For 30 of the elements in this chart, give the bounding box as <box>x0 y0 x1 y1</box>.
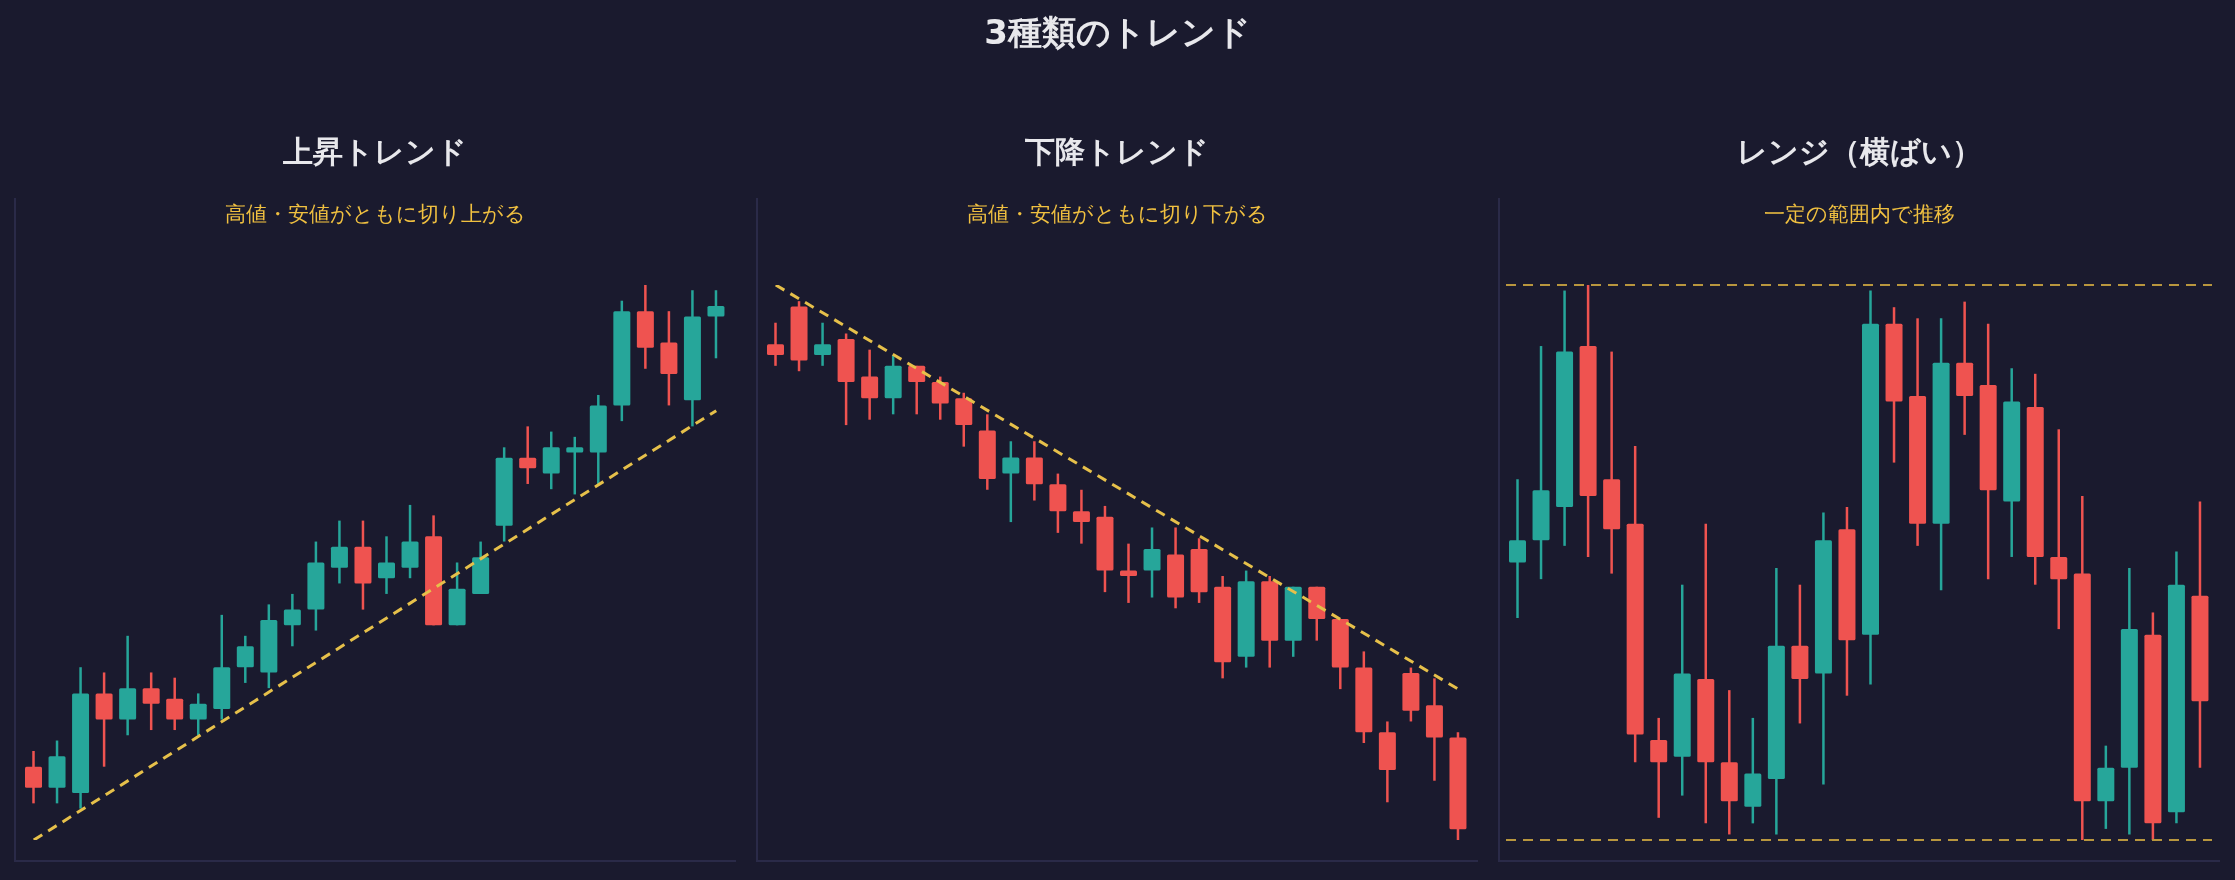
candlestick <box>2050 428 2068 631</box>
candlestick <box>166 676 184 732</box>
candlestick <box>1120 542 1137 605</box>
candlestick <box>330 519 348 585</box>
candlestick <box>283 592 301 648</box>
candlestick <box>767 321 784 368</box>
candlestick <box>707 288 725 360</box>
candlestick <box>378 535 395 596</box>
chart-title: レンジ（横ばい） <box>1735 133 1983 171</box>
candlestick <box>1650 716 1668 820</box>
chart-subtitle: 高値・安値がともに切り下がる <box>965 201 1269 228</box>
candlestick <box>931 375 949 421</box>
candlestick <box>1072 488 1090 545</box>
chart-title: 上昇トレンド <box>282 133 468 171</box>
candlestick <box>519 425 537 486</box>
candlestick <box>566 435 584 496</box>
chart-subtitle: 一定の範囲内で推移 <box>1762 201 1956 228</box>
candlestick <box>142 671 160 732</box>
candlestick <box>189 692 207 737</box>
text: 3種類のトレンド <box>983 11 1252 54</box>
chart-title: 下降トレンド <box>1024 133 1210 171</box>
candlestick <box>1143 526 1161 599</box>
candlestick <box>25 749 42 805</box>
candlestick <box>1002 440 1020 524</box>
candlestick <box>814 321 832 368</box>
candlestick <box>1509 478 1526 620</box>
candlestick <box>908 364 926 416</box>
chart-subtitle: 高値・安値がともに切り上がる <box>223 201 527 228</box>
candlestick <box>861 348 879 421</box>
candlestick <box>236 634 254 685</box>
